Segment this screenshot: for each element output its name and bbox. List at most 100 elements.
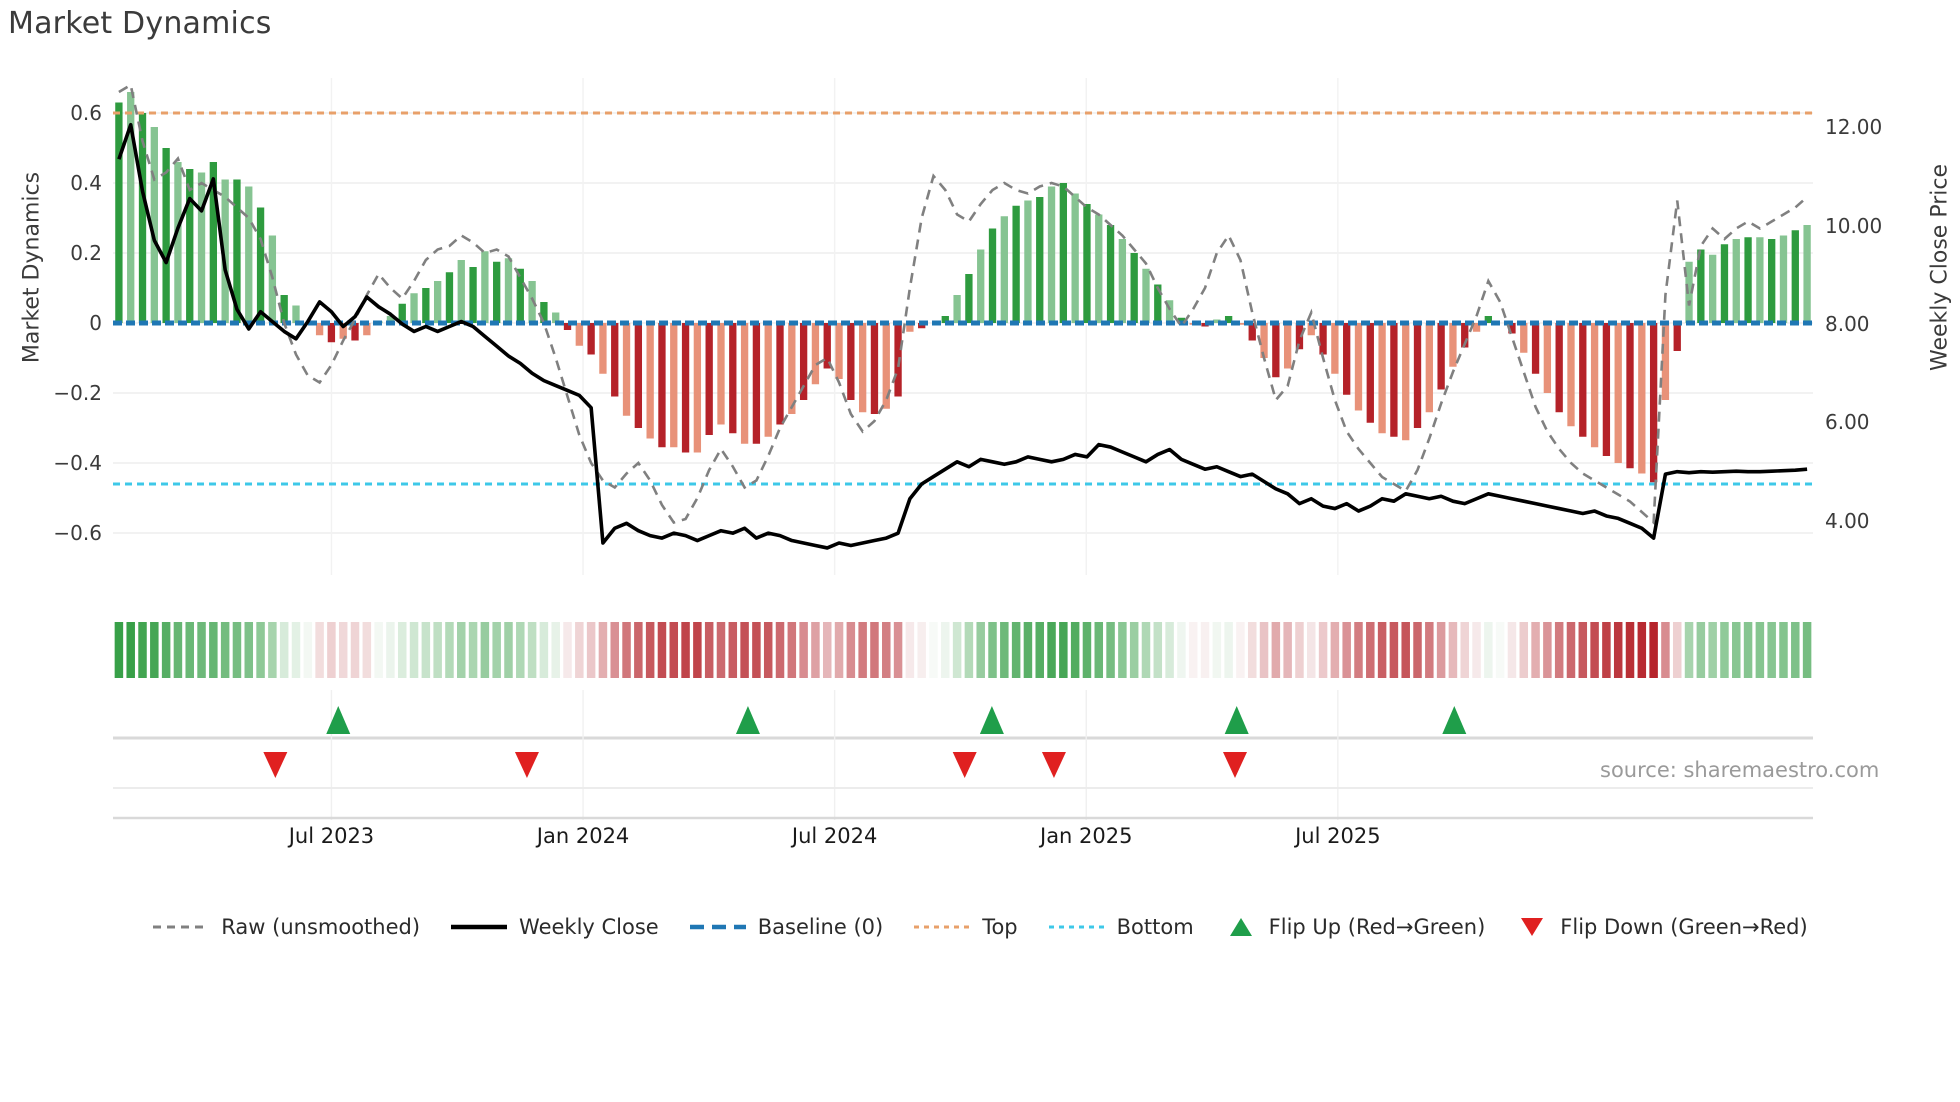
heat-strip-cell [173,622,183,678]
dynamics-bar [422,288,430,323]
dynamics-bar [1106,225,1115,323]
heat-strip-cell [1578,622,1588,678]
legend-item[interactable]: Top [913,915,1018,939]
dynamics-bar [1744,237,1752,323]
dynamics-bar [1402,323,1410,441]
heat-strip-cell [1047,622,1056,678]
heat-strip-cell [941,622,950,678]
dynamics-bar [115,102,123,323]
heat-strip-cell [197,622,206,678]
heat-strip-cell [563,622,572,678]
heat-strip-cell [752,622,761,678]
dynamics-bar [1779,235,1788,323]
green-up-triangle-icon-glyph [1229,918,1252,936]
heat-strip-cell [1000,622,1009,678]
heat-strip-cell [445,622,454,678]
dynamics-bar [1768,239,1776,323]
legend-item-label: Raw (unsmoothed) [221,915,421,939]
heat-strip-cell [893,622,903,678]
dynamics-bar [811,323,820,385]
dynamics-bar [1295,323,1304,350]
dynamics-bar [1413,323,1422,428]
legend-item[interactable]: Bottom [1048,915,1194,939]
dynamics-bar [1331,323,1339,374]
heat-strip-cell [1625,622,1635,678]
dynamics-bar [823,323,831,369]
dynamics-bar [858,323,867,413]
heat-strip-cell [327,622,336,678]
heat-strip-cell [669,622,679,678]
source-note: source: sharemaestro.com [1600,758,1880,782]
dynamics-bar [1343,323,1351,395]
heat-strip-cell [1070,622,1080,678]
dynamics-bar [363,323,371,336]
dynamics-bar [1036,197,1044,323]
heat-strip-cell [1637,622,1647,678]
heat-strip-cell [657,622,667,678]
heat-strip-cell [1684,622,1694,678]
dynamics-bar [847,323,855,400]
heat-strip-cell [1413,622,1422,678]
dynamics-bar [799,323,808,400]
dynamics-bar [977,249,985,323]
heat-strip-cell [1366,622,1375,678]
legend-item[interactable]: Weekly Close [450,915,659,939]
dynamics-bar [1272,323,1280,378]
heat-strip-cell [150,622,159,678]
heat-strip-cell [1484,622,1493,678]
x-tick-label: Jan 2025 [1040,824,1133,848]
dynamics-bar [1697,249,1705,323]
dynamics-bar [1437,323,1445,390]
heat-strip-cell [1519,622,1529,678]
heat-strip-cell [1732,622,1741,678]
dynamics-bar [622,323,631,416]
dynamics-bar [1520,323,1528,353]
legend-item[interactable]: Flip Down (Green→Red) [1515,915,1808,939]
heat-strip-cell [138,622,147,678]
flip-down-marker [1223,752,1247,778]
dynamics-bar [1307,323,1315,336]
dynamics-bar [138,113,147,323]
dynamics-bar [670,323,678,448]
green-up-triangle-icon [1229,918,1252,936]
heat-strip-cell [1779,622,1788,678]
dynamics-bar [339,323,347,339]
dynamics-bar [870,323,879,414]
dynamics-bar [445,272,454,323]
heat-strip-cell [1247,622,1257,678]
dynamics-bar [906,323,914,332]
heat-strip-cell [586,622,596,678]
dynamics-bar [528,281,536,323]
heat-strip-cell [1118,622,1127,678]
dynamics-bar [634,323,643,428]
y-tick-label-right: 6.00 [1825,410,1870,435]
dynamics-bar [1508,323,1516,334]
heat-strip-cell [728,622,738,678]
regime-heat-strip [113,622,1813,678]
dynamics-bar [1059,183,1068,323]
heat-strip-cell [244,622,254,678]
legend-item[interactable]: Baseline (0) [689,915,883,939]
dynamics-bar [315,323,324,336]
flip-down-marker [1041,752,1066,778]
dynamics-bar [493,261,501,323]
heat-strip-cell [882,622,891,678]
dynamics-bar [1756,237,1764,323]
legend-item[interactable]: Flip Up (Red→Green) [1224,915,1485,939]
flip-down-marker [952,752,977,778]
heat-strip-cell [645,622,655,678]
dynamics-bar [280,295,288,323]
dynamics-bar [327,323,336,343]
heat-strip-cell [1224,622,1233,678]
heat-strip-cell [1401,622,1410,678]
heat-strip-cell [775,622,785,678]
weekly-close-line [117,122,1808,550]
legend-item[interactable]: Raw (unsmoothed) [152,915,420,939]
dynamics-bar [1366,323,1374,423]
dynamics-bar [1118,239,1127,323]
dynamics-bar [646,323,654,439]
dynamics-bar [965,274,973,323]
heat-strip-cell [799,622,808,678]
heat-strip-cell [362,622,372,678]
y-tick-label-left: 0.4 [70,171,102,195]
